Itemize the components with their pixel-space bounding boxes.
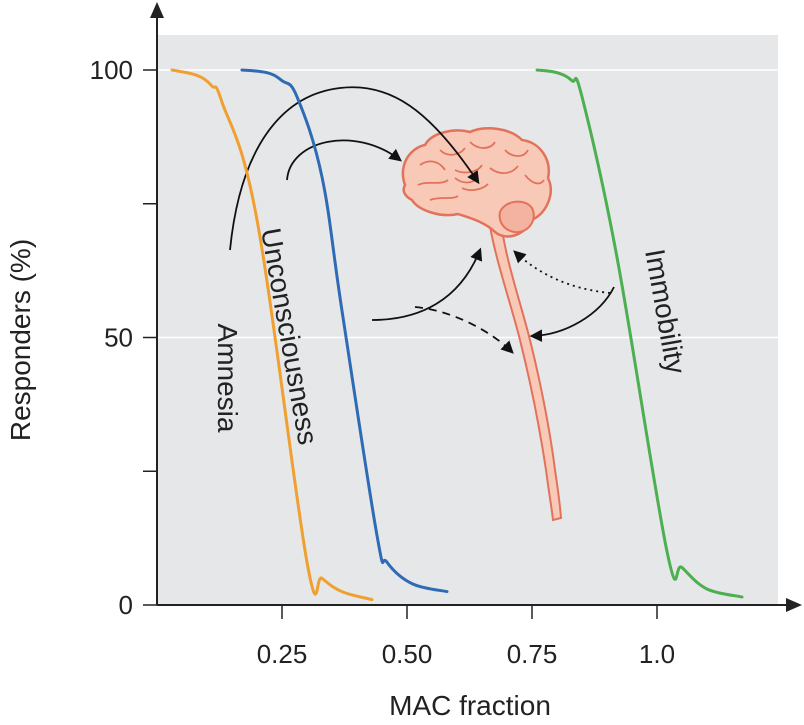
x-axis-title: MAC fraction xyxy=(389,690,551,721)
spinal-cord xyxy=(486,208,563,522)
arrow-immobility-to-cord xyxy=(529,286,615,342)
y-axis-arrow xyxy=(150,2,164,18)
y-tick-label: 50 xyxy=(104,323,133,353)
y-tick-label: 0 xyxy=(119,590,133,620)
series-layer xyxy=(170,68,744,602)
series-label-amnesia: Amnesia xyxy=(212,324,243,433)
arrow-dashed-to-cord xyxy=(414,306,514,354)
brain-folds xyxy=(417,141,545,201)
x-tick-label: 1.0 xyxy=(639,639,675,669)
series-line-unconsciousness xyxy=(240,68,449,594)
arrow-dotted-to-brainstem xyxy=(513,250,611,294)
x-tick-label: 0.25 xyxy=(257,639,308,669)
y-tick-label: 100 xyxy=(90,55,133,85)
x-axis-arrow xyxy=(786,598,802,612)
series-line-immobility xyxy=(535,68,744,599)
x-ticks: 0.25 0.50 0.75 1.0 xyxy=(257,605,675,669)
arrow-to-brainstem xyxy=(371,247,483,321)
y-axis-title: Responders (%) xyxy=(5,239,36,441)
axes xyxy=(150,2,802,612)
cerebellum xyxy=(498,200,535,234)
series-line-amnesia xyxy=(170,68,374,602)
x-tick-label: 0.75 xyxy=(507,639,558,669)
y-ticks: 0 50 100 xyxy=(90,55,157,620)
arrow-unconsciousness-to-cortex xyxy=(286,139,402,181)
grid-lines xyxy=(157,69,778,339)
x-tick-label: 0.50 xyxy=(382,639,433,669)
plot-background xyxy=(157,35,778,605)
